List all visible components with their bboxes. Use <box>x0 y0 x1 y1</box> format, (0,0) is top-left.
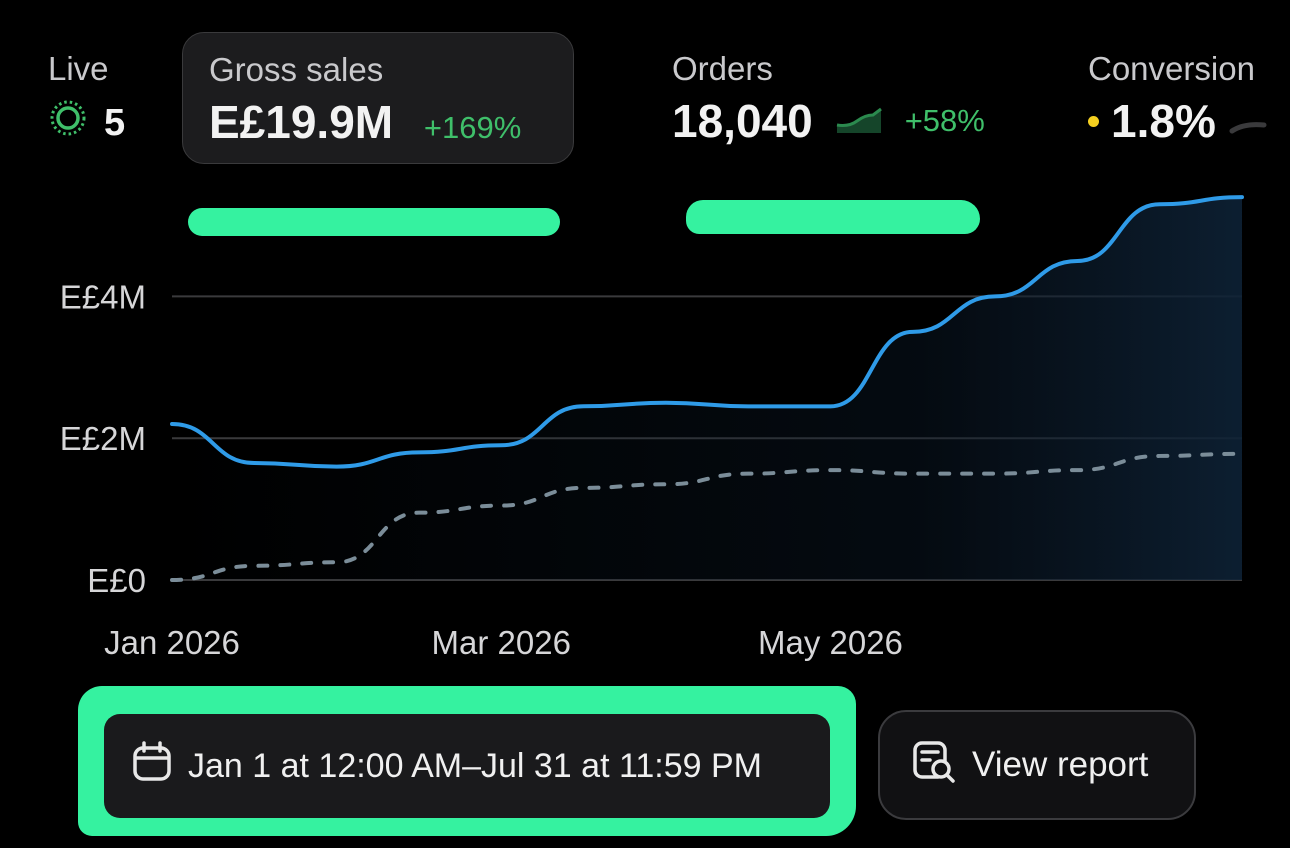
y-tick-label: E£0 <box>87 562 146 599</box>
current-period-line <box>170 195 1244 469</box>
date-range-button[interactable]: Jan 1 at 12:00 AM–Jul 31 at 11:59 PM <box>104 714 830 818</box>
date-range-label: Jan 1 at 12:00 AM–Jul 31 at 11:59 PM <box>188 746 762 785</box>
x-tick-label: Mar 2026 <box>432 624 571 661</box>
orders-metric[interactable]: Orders 18,040 +58% <box>672 50 985 148</box>
x-tick-label: May 2026 <box>758 624 903 661</box>
orders-label: Orders <box>672 50 773 87</box>
gross-sales-value: E£19.9M <box>209 96 394 148</box>
live-value: 5 <box>104 101 126 144</box>
highlight-mark-orders <box>686 200 980 234</box>
orders-value: 18,040 <box>672 95 813 147</box>
live-visitors-metric[interactable]: Live 5 <box>48 50 125 148</box>
sparkline-icon <box>835 94 883 148</box>
sales-line-chart: E£0 E£2M E£4M Jan 2026 Mar 2026 May 2026 <box>60 195 1244 661</box>
conversion-sparkline-icon <box>1228 94 1268 148</box>
live-label: Live <box>48 50 109 87</box>
y-tick-label: E£4M <box>60 278 146 315</box>
gross-sales-card[interactable]: Gross sales E£19.9M +169% <box>182 32 574 164</box>
live-pulse-icon <box>48 98 88 148</box>
orders-delta: +58% <box>904 103 985 138</box>
orders-value-row: 18,040 +58% <box>672 94 985 148</box>
chart-axis-labels: E£0 E£2M E£4M Jan 2026 Mar 2026 May 2026 <box>60 278 903 661</box>
gross-sales-label: Gross sales <box>209 51 384 88</box>
view-report-button[interactable]: View report <box>878 710 1196 820</box>
calendar-icon <box>130 740 174 793</box>
comparison-period-line <box>170 451 1244 582</box>
live-value-row: 5 <box>48 98 125 148</box>
conversion-metric[interactable]: Conversion 1.8% <box>1088 50 1290 148</box>
highlight-mark-gross <box>188 208 560 236</box>
chart-series <box>170 195 1244 582</box>
report-search-icon <box>910 737 958 794</box>
conversion-value-row: 1.8% <box>1088 94 1290 148</box>
conversion-label: Conversion <box>1088 50 1255 87</box>
view-report-label: View report <box>972 745 1149 784</box>
x-tick-label: Jan 2026 <box>104 624 240 661</box>
conversion-status-dot <box>1088 115 1099 127</box>
y-tick-label: E£2M <box>60 420 146 457</box>
current-period-area <box>172 197 1242 580</box>
gross-sales-delta: +169% <box>423 110 522 145</box>
chart-area-fill <box>172 197 1242 580</box>
conversion-value: 1.8% <box>1111 95 1216 147</box>
gross-sales-value-row: E£19.9M +169% <box>209 95 573 149</box>
